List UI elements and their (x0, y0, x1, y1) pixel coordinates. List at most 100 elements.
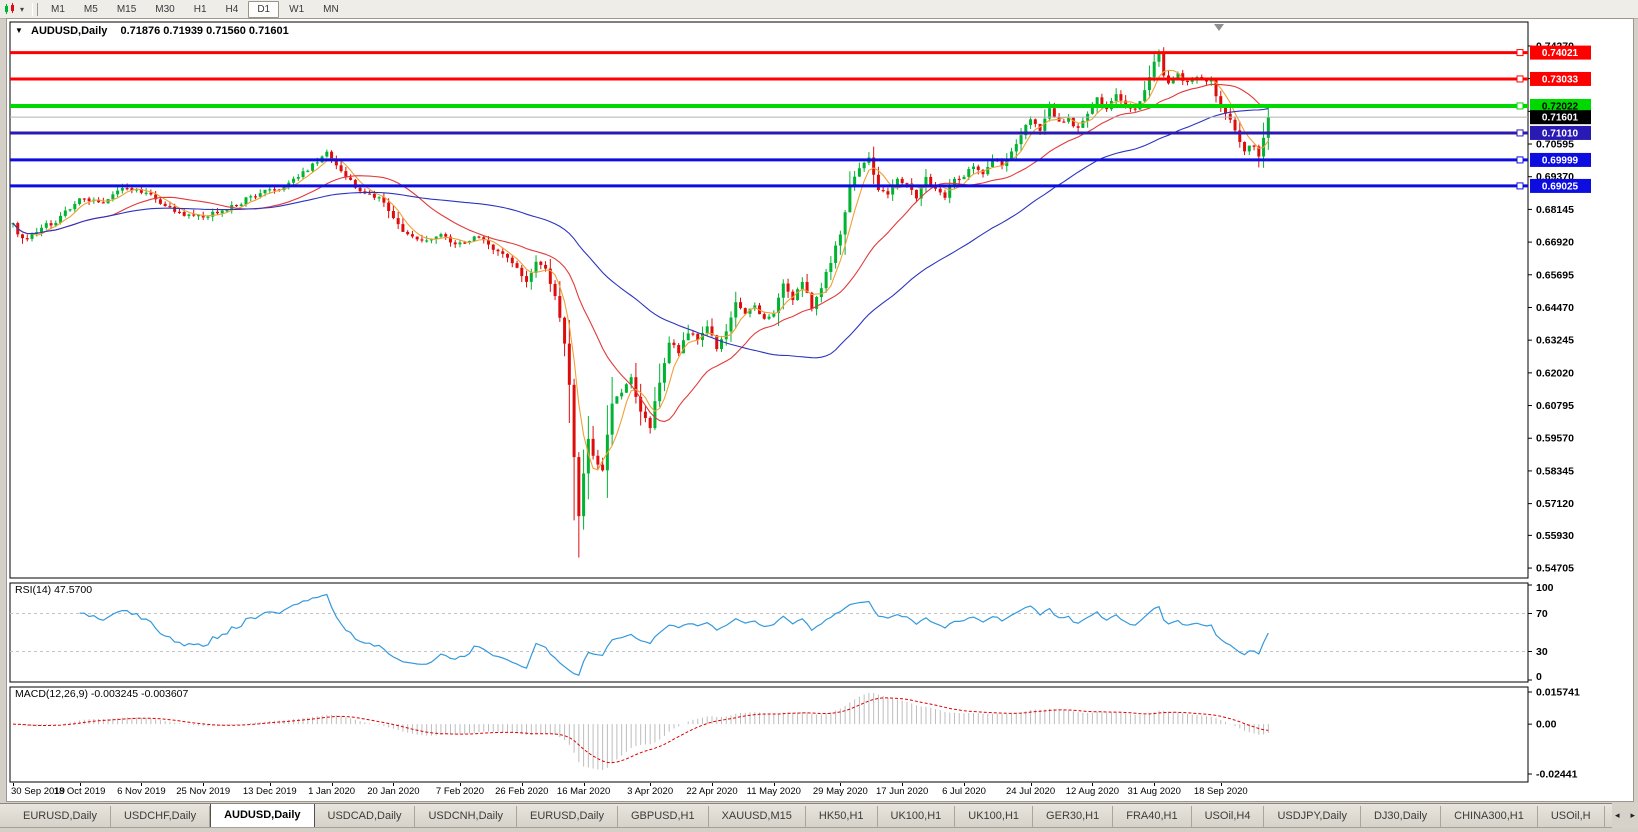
chart-collapse-arrow-icon[interactable]: ▼ (15, 26, 23, 35)
axis-label: 30 (1536, 646, 1548, 658)
axis-label: 0.64470 (1536, 302, 1574, 314)
chart-tab-xauusd-m15[interactable]: XAUUSD,M15 (709, 806, 806, 827)
time-axis[interactable]: 30 Sep 2019 18 Oct 2019 6 Nov 2019 25 Nov 2… (9, 783, 1529, 800)
chart-tab-usdcad-daily[interactable]: USDCAD,Daily (315, 806, 416, 827)
timeframe-button-m5[interactable]: M5 (83, 3, 98, 15)
chart-tab-fra40-h1[interactable]: FRA40,H1 (1113, 806, 1192, 827)
axis-label: 0.65695 (1536, 269, 1574, 281)
date-tick (583, 783, 585, 786)
date-label: 6 Nov 2019 (117, 786, 166, 797)
timeframe-button-m1[interactable]: M1 (51, 3, 65, 15)
rsi-line (79, 593, 1269, 676)
date-label: 17 Jun 2020 (876, 786, 929, 797)
tab-scroll-left-icon[interactable]: ◂ (1615, 810, 1620, 820)
axis-label: 0.62020 (1536, 367, 1574, 379)
chart-header: AUDUSD,Daily 0.71876 0.71939 0.71560 0.7… (31, 25, 289, 37)
date-tick (203, 783, 205, 786)
chart-tab-uk100-h1[interactable]: UK100,H1 (955, 806, 1034, 827)
axis-label: 0.71601 (1542, 113, 1579, 124)
date-label: 18 Oct 2019 (53, 786, 106, 797)
timeframe-button-w1[interactable]: W1 (289, 3, 305, 15)
tab-scroll-right-icon[interactable]: ▸ (1630, 810, 1635, 820)
chart-tab-uk100-h1[interactable]: UK100,H1 (878, 806, 956, 827)
chart-tab-usdcnh-daily[interactable]: USDCNH,Daily (415, 806, 518, 827)
axis-label: 0.69999 (1542, 155, 1579, 166)
axis-label: 100 (1536, 582, 1554, 594)
axis-label: 0.60795 (1536, 400, 1574, 412)
axis-label: 0.71010 (1542, 128, 1579, 139)
axis-label: 0.58345 (1536, 465, 1574, 477)
date-tick (521, 783, 523, 786)
date-label: 12 Aug 2020 (1065, 786, 1120, 797)
axis-label: 0.74021 (1542, 48, 1579, 59)
chart-tab-usoil-h[interactable]: USOil,H (1538, 806, 1605, 827)
chart-tab-dj30-daily[interactable]: DJ30,Daily (1361, 806, 1442, 827)
chart-tab-audusd-daily[interactable]: AUDUSD,Daily (210, 804, 315, 827)
date-label: 22 Apr 2020 (686, 786, 738, 797)
timeframe-button-m30[interactable]: M30 (155, 3, 175, 15)
date-tick (711, 783, 713, 786)
chart-tab-usdchf-daily[interactable]: USDCHF,Daily (111, 806, 211, 827)
date-label: 6 Jul 2020 (942, 786, 986, 797)
date-label: 31 Aug 2020 (1127, 786, 1181, 797)
chart-tab-eurusd-daily[interactable]: EURUSD,Daily (10, 806, 111, 827)
date-label: 30 Sep 2019 (11, 786, 65, 797)
axis-label: 0.73033 (1542, 74, 1579, 85)
date-label: 24 Jul 2020 (1006, 786, 1056, 797)
chart-tab-ger30-h1[interactable]: GER30,H1 (1033, 806, 1114, 827)
date-label: 20 Jan 2020 (367, 786, 420, 797)
date-tick (1092, 783, 1094, 786)
date-tick (459, 783, 461, 786)
date-label: 13 Dec 2019 (242, 786, 297, 797)
date-tick (650, 783, 652, 786)
axis-label: 0.59570 (1536, 433, 1574, 445)
timeframe-button-mn[interactable]: MN (323, 3, 339, 15)
axis-label: 0 (1536, 671, 1542, 683)
chart-shift-marker-icon[interactable] (1214, 24, 1224, 31)
date-tick (964, 783, 965, 786)
chart-tab-china300-h1[interactable]: CHINA300,H1 (1441, 806, 1538, 827)
date-tick (840, 783, 842, 786)
chevron-down-icon[interactable]: ▾ (20, 4, 25, 14)
axis-label: 0.57120 (1536, 498, 1574, 510)
date-label: 16 Mar 2020 (556, 786, 611, 797)
chart-tab-gbpusd-h1[interactable]: GBPUSD,H1 (618, 806, 709, 827)
chart-ohlc-values: 0.71876 0.71939 0.71560 0.71601 (120, 25, 289, 37)
date-tick (331, 783, 333, 786)
timeframe-button-h1[interactable]: H1 (193, 3, 207, 15)
chart-tab-usoil-h4[interactable]: USOil,H4 (1192, 806, 1265, 827)
rsi-pane[interactable]: 100 70 30 0 (9, 582, 1633, 684)
macd-indicator-label: MACD(12,26,9) -0.003245 -0.003607 (15, 688, 189, 700)
date-tick (141, 783, 143, 786)
timeframe-button-h4[interactable]: H4 (225, 3, 239, 15)
macd-pane[interactable]: 0.015741 0.00 -0.02441 (9, 686, 1633, 784)
chart-tab-eurusd-daily[interactable]: EURUSD,Daily (517, 806, 618, 827)
date-tick (269, 783, 271, 786)
macd-histogram (17, 693, 1269, 771)
axis-label: 70 (1536, 608, 1548, 620)
status-bar (0, 828, 1638, 832)
macd-signal-line (12, 697, 1269, 764)
timeframe-button-d1[interactable]: D1 (248, 0, 280, 18)
axis-label: 0.015741 (1536, 687, 1580, 699)
chart-type-icon[interactable] (3, 2, 17, 16)
timeframe-toolbar: ▾ M1 M5 M15 M30 H1 H4 D1 W1 MN (0, 0, 1638, 19)
toolbar-grip[interactable] (32, 2, 39, 16)
date-tick (902, 783, 904, 786)
date-tick (773, 783, 775, 786)
date-tick (1030, 783, 1032, 786)
chart-window: ▼ AUDUSD,Daily 0.71876 0.71939 0.71560 0… (6, 18, 1634, 802)
timeframe-button-m15[interactable]: M15 (116, 3, 137, 15)
axis-label: 0.69025 (1542, 181, 1579, 192)
axis-label: 0.55930 (1536, 530, 1574, 542)
date-label: 11 May 2020 (746, 786, 801, 797)
date-label: 29 May 2020 (812, 786, 868, 797)
date-tick (13, 783, 14, 786)
axis-label: 0.00 (1536, 719, 1557, 731)
date-label: 18 Sep 2020 (1193, 786, 1248, 797)
date-tick (393, 783, 395, 786)
candlestick-chart[interactable]: 0.742700.730450.718200.705950.693700.681… (9, 21, 1633, 580)
chart-tab-usdjpy-daily[interactable]: USDJPY,Daily (1264, 806, 1361, 827)
chart-tab-hk50-h1[interactable]: HK50,H1 (806, 806, 878, 827)
axis-label: 0.66920 (1536, 237, 1574, 249)
